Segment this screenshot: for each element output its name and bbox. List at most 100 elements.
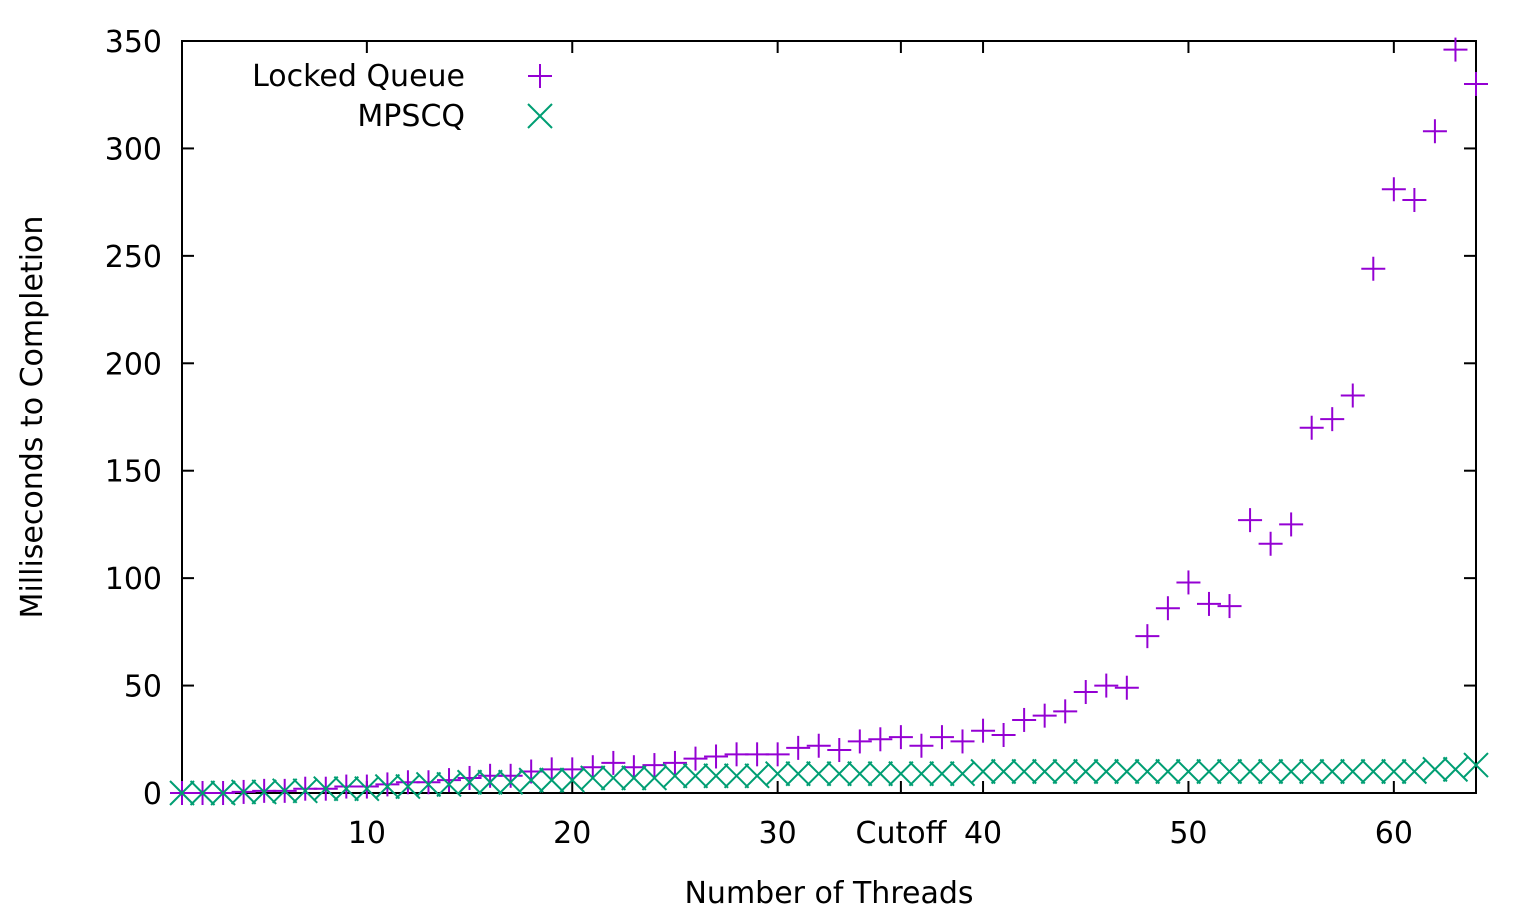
data-point [971, 718, 996, 743]
data-point [518, 767, 544, 793]
x-tick-label: 50 [1169, 816, 1207, 851]
data-point [1381, 758, 1407, 785]
data-point [293, 776, 318, 801]
data-point [990, 758, 1017, 785]
data-point [334, 774, 359, 799]
legend-marker-locked-queue [528, 64, 552, 88]
data-point [929, 760, 955, 787]
data-point [251, 779, 277, 805]
data-point [867, 760, 894, 787]
data-point [908, 760, 935, 787]
data-point [1299, 415, 1324, 440]
data-point [847, 760, 873, 787]
data-point [600, 765, 627, 791]
series-mpscq [169, 752, 1489, 806]
data-point [1196, 758, 1222, 785]
data-point [806, 733, 831, 758]
data-point [682, 763, 709, 789]
data-point [1011, 758, 1037, 785]
legend: Locked Queue MPSCQ [252, 59, 553, 134]
data-point [724, 742, 749, 767]
x-tick-label: 40 [964, 816, 1002, 851]
legend-label-mpscq: MPSCQ [357, 99, 465, 134]
data-point [354, 775, 380, 802]
data-point [1463, 752, 1489, 778]
data-point [1217, 594, 1242, 619]
data-point [1031, 758, 1058, 785]
data-point [1135, 624, 1160, 649]
y-tick-label: 300 [105, 132, 162, 167]
data-point [723, 763, 750, 789]
data-point [1052, 758, 1078, 785]
data-point [1175, 758, 1202, 785]
data-point [621, 755, 646, 780]
data-point [354, 774, 379, 799]
data-point [1094, 673, 1119, 698]
data-point [1012, 707, 1037, 732]
data-point [1319, 758, 1345, 785]
data-point [909, 733, 934, 758]
data-point [1442, 756, 1469, 783]
data-point [560, 757, 585, 782]
data-point [1381, 177, 1406, 202]
data-point [806, 760, 832, 787]
data-point [642, 753, 667, 778]
data-point [621, 765, 647, 791]
data-point [929, 725, 954, 750]
y-tick-label: 100 [105, 562, 162, 597]
data-point [765, 742, 790, 767]
x-tick-label: 60 [1375, 816, 1413, 851]
data-point [1155, 758, 1181, 785]
data-point [888, 760, 914, 787]
data-point [1443, 37, 1468, 62]
data-point [374, 773, 401, 800]
data-point [230, 779, 257, 805]
y-tick-label: 350 [105, 25, 162, 60]
x-tick-label: Cutoff [856, 816, 948, 851]
data-point [888, 725, 913, 750]
data-point [1340, 383, 1365, 408]
data-point [827, 738, 852, 763]
data-point [415, 771, 442, 798]
y-axis-title: Milliseconds to Completion [15, 216, 50, 619]
data-point [1401, 758, 1428, 785]
data-point [1176, 570, 1201, 595]
data-point [826, 760, 852, 787]
data-point [1422, 119, 1447, 144]
data-point [1298, 758, 1325, 785]
x-axis-title: Number of Threads [684, 876, 973, 911]
data-point [375, 772, 400, 797]
data-point [764, 760, 791, 787]
x-tick-label: 20 [553, 816, 591, 851]
data-point [210, 780, 236, 806]
legend-marker-mpscq [527, 103, 553, 129]
data-point [395, 773, 421, 800]
data-point [1093, 758, 1119, 785]
data-point [539, 757, 564, 782]
data-point [271, 778, 298, 804]
data-point [580, 765, 606, 791]
data-point [641, 765, 668, 791]
data-point [1361, 256, 1386, 281]
data-point [1278, 758, 1304, 785]
y-tick-label: 50 [124, 670, 162, 705]
tick-labels: 0 50 100 150 200 250 300 350 10 20 30 Cutoff 40 50 60 [105, 25, 1413, 851]
data-point [1360, 758, 1387, 785]
data-point [395, 770, 420, 795]
data-point [745, 742, 770, 767]
data-point [169, 780, 195, 806]
data-point [580, 755, 605, 780]
data-point [559, 767, 585, 793]
data-point [1402, 187, 1427, 212]
data-point [1257, 758, 1284, 785]
data-point [498, 763, 523, 788]
legend-label-locked-queue: Locked Queue [252, 59, 465, 94]
data-point [662, 763, 688, 789]
data-point [868, 727, 893, 752]
data-point [1134, 758, 1161, 785]
data-point [539, 767, 565, 793]
axis-ticks [182, 40, 1476, 794]
data-point [313, 775, 339, 802]
plot-frame [181, 40, 1477, 794]
